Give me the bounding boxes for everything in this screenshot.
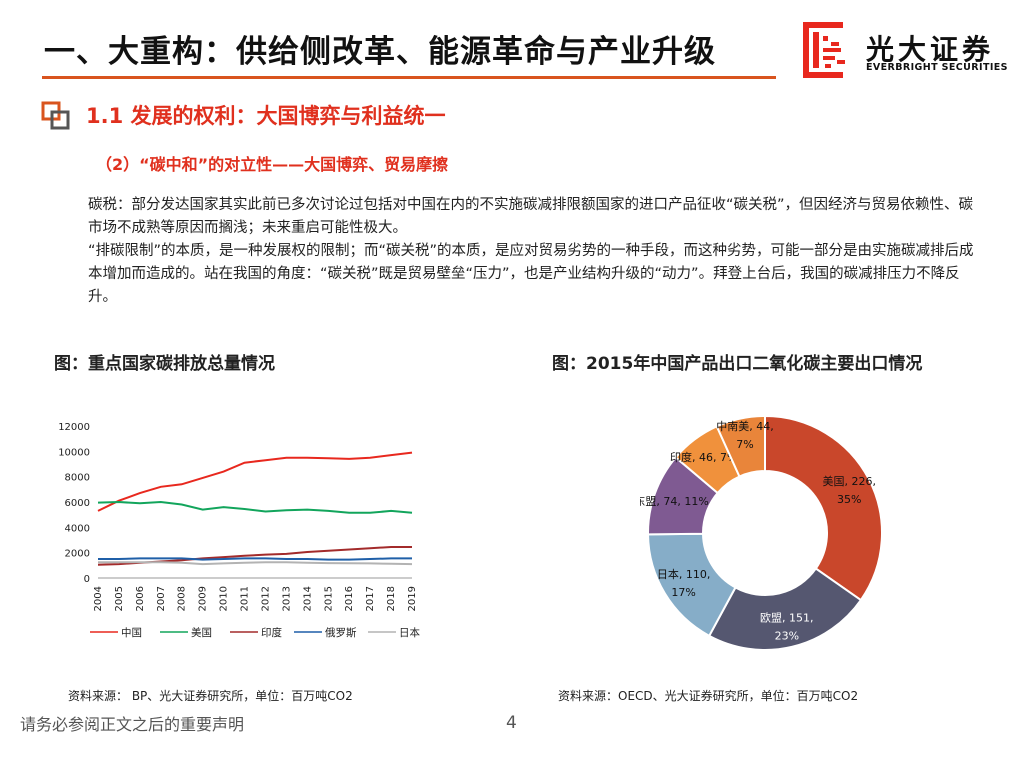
series-line-美国 (97, 500, 413, 514)
x-tick-label: 2012 (260, 586, 271, 611)
section-title: 1.1 发展的权利：大国博弈与利益统一 (86, 104, 446, 128)
slice-label-印度: 印度, 46, 7% (670, 450, 737, 464)
footer-disclaimer: 请务必参阅正文之后的重要声明 (20, 715, 245, 734)
page-number: 4 (506, 713, 517, 733)
slice-欧盟 (707, 567, 863, 651)
export-donut-chart: 美国, 226, 35% 欧盟, 151, 23% 日本, 110, 17% 东盟, 74,… (640, 414, 883, 651)
x-tick-label: 2014 (302, 586, 313, 611)
x-tick-label: 2018 (386, 586, 397, 611)
slice-label-中南美: 中南美, 44, (716, 420, 774, 433)
legend-label-日本: 日本 (399, 626, 420, 639)
x-tick-label: 2013 (281, 586, 292, 611)
y-tick-label: 4000 (65, 523, 90, 534)
y-tick-label: 2000 (65, 549, 90, 560)
slice-percent-日本: 17% (671, 586, 695, 599)
x-tick-label: 2016 (344, 586, 355, 611)
emissions-line-chart: 0 2000 4000 6000 8000 10000 12000 2004 2005 2006 2… (58, 422, 420, 639)
x-tick-label: 2004 (93, 586, 104, 611)
left-chart-caption: 图：重点国家碳排放总量情况 (54, 354, 275, 374)
right-chart-source: 资料来源：OECD、光大证券研究所，单位：百万吨CO2 (558, 689, 859, 703)
slice-label-东盟: 东盟, 74, 11% (640, 495, 709, 508)
body-paragraph-carbon-tax: 碳税：部分发达国家其实此前已多次讨论过包括对中国在内的不实施碳减排限额国家的进口… (88, 197, 974, 236)
y-tick-label: 12000 (58, 422, 90, 433)
body-text: 碳税：部分发达国家其实此前已多次讨论过包括对中国在内的不实施碳减排限额国家的进口… (88, 194, 978, 309)
slice-percent-中南美: 7% (736, 438, 753, 451)
body-paragraph-emission-limit: “排碳限制”的本质，是一种发展权的限制；而“碳关税”的本质，是应对贸易劣势的一种… (88, 243, 974, 305)
y-tick-label: 10000 (58, 447, 90, 458)
series-line-日本 (98, 561, 413, 566)
slice-percent-欧盟: 23% (775, 629, 799, 642)
x-tick-label: 2009 (198, 586, 209, 611)
slice-中南美 (715, 414, 766, 478)
section-subtitle: （2）“碳中和”的对立性——大国博弈、贸易摩擦 (96, 155, 449, 174)
series-line-俄罗斯 (98, 557, 412, 561)
x-tick-label: 2015 (323, 586, 334, 611)
x-tick-label: 2017 (365, 586, 376, 611)
title-divider (42, 76, 776, 79)
section-bullet-icon (41, 101, 70, 130)
logo-en-text: EVERBRIGHT SECURITIES (866, 62, 1008, 73)
legend-label-印度: 印度 (261, 626, 282, 639)
y-tick-label: 8000 (65, 473, 90, 484)
slice-label-日本: 日本, 110, (657, 567, 711, 581)
left-chart-source: 资料来源： BP、光大证券研究所，单位：百万吨CO2 (68, 689, 353, 703)
slice-percent-美国: 35% (837, 493, 861, 506)
legend-label-俄罗斯: 俄罗斯 (325, 626, 357, 639)
x-tick-label: 2019 (407, 586, 418, 611)
x-tick-label: 2005 (114, 586, 125, 611)
x-tick-label: 2008 (177, 586, 188, 611)
everbright-logo-icon (803, 22, 855, 78)
right-chart-caption: 图：2015年中国产品出口二氧化碳主要出口情况 (552, 354, 923, 374)
y-tick-label: 6000 (65, 498, 90, 509)
x-tick-label: 2006 (135, 586, 146, 611)
series-line-中国 (97, 451, 413, 512)
slice-label-美国: 美国, 226, (823, 475, 877, 488)
page-title: 一、大重构：供给侧改革、能源革命与产业升级 (44, 34, 716, 70)
slice-美国 (764, 414, 883, 602)
x-tick-label: 2011 (240, 586, 251, 611)
logo-cn-text: 光大证券 (866, 33, 995, 66)
x-tick-label: 2007 (156, 586, 167, 611)
x-tick-label: 2010 (219, 586, 230, 611)
legend-label-美国: 美国 (191, 626, 212, 639)
y-tick-label: 0 (84, 574, 90, 585)
slice-label-欧盟: 欧盟, 151, (760, 611, 814, 624)
legend-label-中国: 中国 (121, 626, 142, 639)
